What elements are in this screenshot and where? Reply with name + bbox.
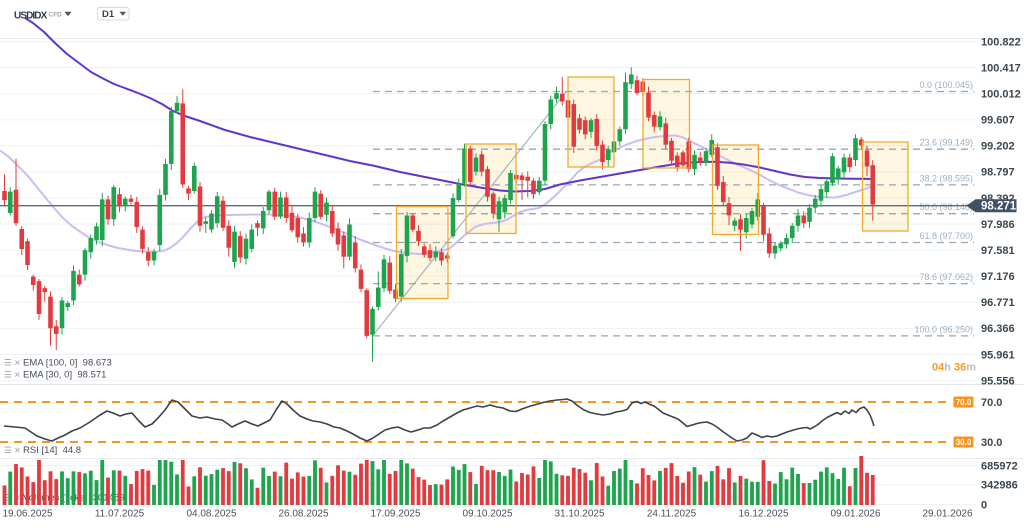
svg-text:16.12.2025: 16.12.2025: [738, 509, 788, 520]
svg-text:☰: ☰: [4, 493, 12, 503]
svg-text:19.06.2025: 19.06.2025: [2, 509, 52, 520]
svg-text:70.0: 70.0: [956, 398, 972, 407]
svg-text:EMA [100, 0] 98.673: EMA [100, 0] 98.673: [23, 358, 112, 369]
svg-text:D1: D1: [102, 9, 115, 20]
svg-text:100.822: 100.822: [981, 36, 1021, 48]
svg-text:96.366: 96.366: [981, 323, 1015, 335]
svg-text:0.0 (100.045): 0.0 (100.045): [919, 80, 973, 90]
svg-text:100.012: 100.012: [981, 88, 1021, 100]
svg-text:100.417: 100.417: [981, 62, 1021, 74]
svg-text:50.0 (98.148): 50.0 (98.148): [919, 202, 973, 212]
svg-text:EMA [30, 0] 98.571: EMA [30, 0] 98.571: [23, 370, 106, 381]
svg-text:RSI [14] 44.8: RSI [14] 44.8: [23, 445, 81, 456]
svg-text:09.10.2025: 09.10.2025: [462, 509, 512, 520]
svg-text:98.797: 98.797: [981, 167, 1015, 179]
svg-text:95.556: 95.556: [981, 375, 1015, 387]
svg-text:97.986: 97.986: [981, 219, 1015, 231]
svg-text:04.08.2025: 04.08.2025: [186, 509, 236, 520]
svg-text:99.607: 99.607: [981, 115, 1015, 127]
svg-text:☰: ☰: [4, 370, 12, 380]
svg-text:98.271: 98.271: [981, 201, 1017, 213]
svg-text:342986: 342986: [981, 480, 1018, 492]
svg-text:04h 36m: 04h 36m: [932, 362, 976, 374]
svg-text:97.581: 97.581: [981, 245, 1015, 257]
svg-text:USDIDX: USDIDX: [14, 11, 48, 22]
svg-text:30.0: 30.0: [981, 437, 1002, 449]
svg-text:✕: ✕: [14, 446, 21, 455]
svg-text:26.08.2025: 26.08.2025: [278, 509, 328, 520]
svg-text:78.6 (97.062): 78.6 (97.062): [919, 272, 973, 282]
svg-text:685972: 685972: [981, 460, 1018, 472]
svg-text:29.01.2026: 29.01.2026: [922, 509, 972, 520]
svg-text:11.07.2025: 11.07.2025: [95, 509, 145, 520]
svg-text:97.176: 97.176: [981, 271, 1015, 283]
svg-text:17.09.2025: 17.09.2025: [370, 509, 420, 520]
svg-text:70.0: 70.0: [981, 397, 1002, 409]
svg-text:31.10.2025: 31.10.2025: [554, 509, 604, 520]
svg-text:24.11.2025: 24.11.2025: [647, 509, 697, 520]
svg-text:0: 0: [981, 499, 987, 511]
svg-text:09.01.2026: 09.01.2026: [830, 509, 880, 520]
svg-text:100.0 (96.250): 100.0 (96.250): [914, 324, 973, 334]
svg-text:95.961: 95.961: [981, 349, 1015, 361]
svg-text:38.2 (98.595): 38.2 (98.595): [919, 173, 973, 183]
svg-text:96.771: 96.771: [981, 297, 1015, 309]
svg-text:23.6 (99.149): 23.6 (99.149): [919, 138, 973, 148]
svg-text:61.8 (97.700): 61.8 (97.700): [919, 231, 973, 241]
svg-text:☰: ☰: [4, 358, 12, 368]
svg-text:✕: ✕: [14, 359, 21, 368]
svg-text:CFD: CFD: [49, 12, 63, 19]
svg-text:30.0: 30.0: [956, 438, 972, 447]
svg-text:☰: ☰: [4, 445, 12, 455]
svg-text:✕: ✕: [14, 371, 21, 380]
svg-text:99.202: 99.202: [981, 141, 1015, 153]
